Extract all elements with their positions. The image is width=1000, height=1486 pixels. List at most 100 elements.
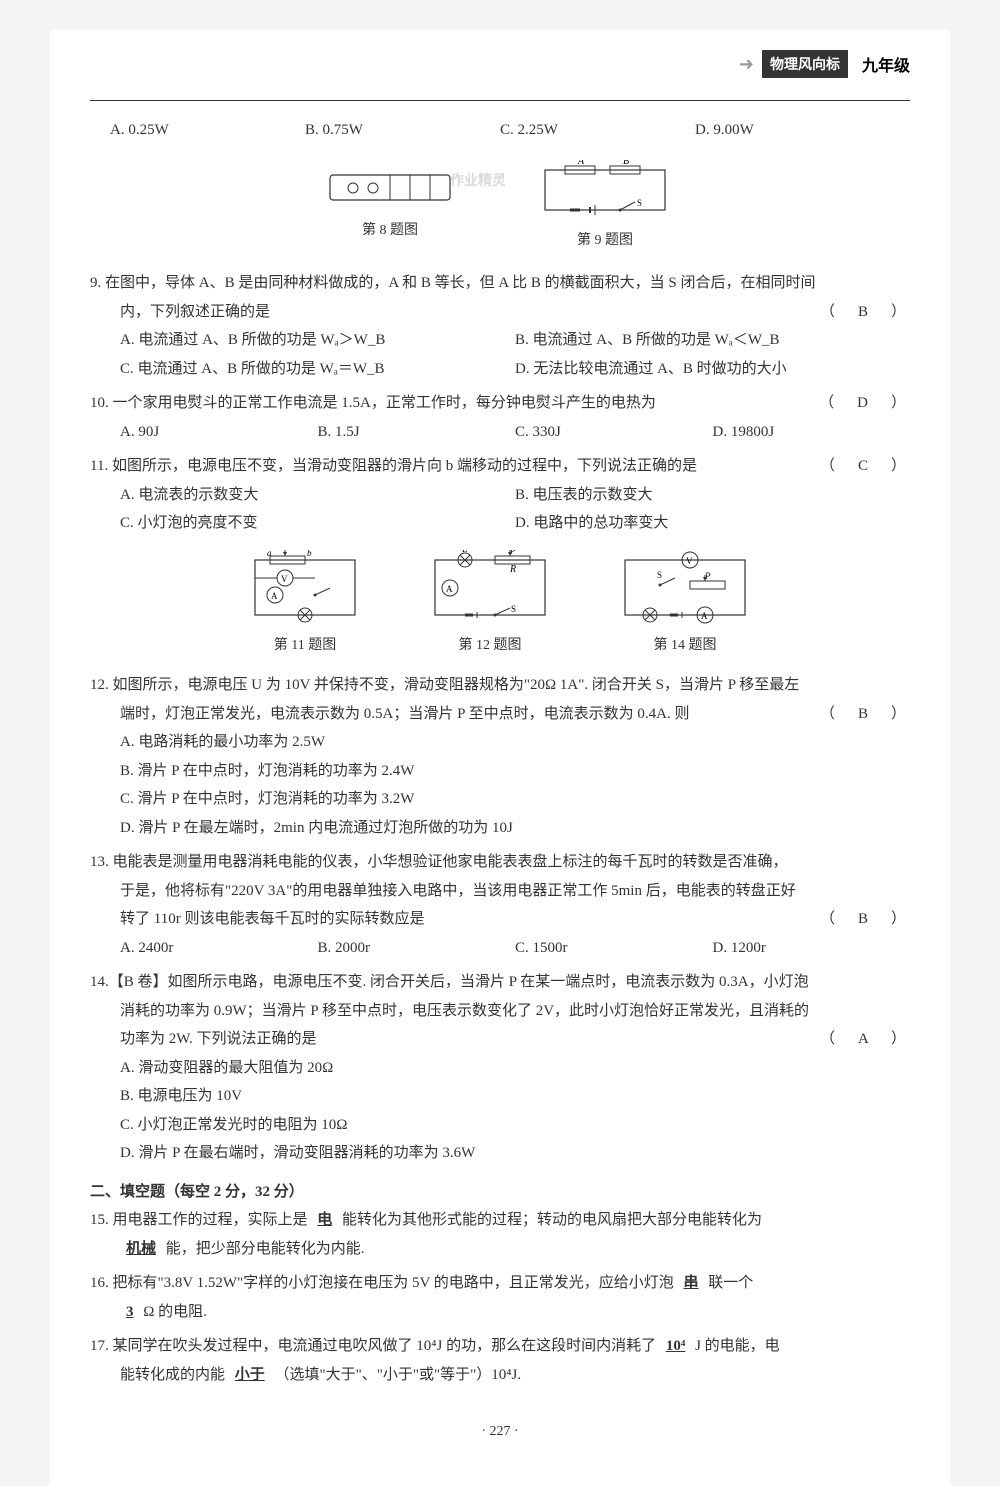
question-9: 9. 在图中，导体 A、B 是由同种材料做成的，A 和 B 等长，但 A 比 B… [90,269,910,383]
svg-text:b: b [307,550,312,558]
q11-text: 11. 如图所示，电源电压不变，当滑动变阻器的滑片向 b 端移动的过程中，下列说… [90,452,910,481]
q13-answer-letter: B [858,911,872,927]
figures-top-row: 第 8 题图 A B S 第 9 题图 [90,160,910,255]
svg-text:S: S [511,604,516,614]
svg-text:A: A [577,160,585,167]
q10-answer-letter: D [857,395,872,411]
q14-answer-letter: A [858,1031,872,1047]
page-container: ➜ 物理风向标 九年级 作业精灵 A. 0.25W B. 0.75W C. 2.… [50,30,950,1486]
svg-text:S: S [637,198,642,208]
q9-text2: 内，下列叙述正确的是 [120,304,270,320]
q9-answer-letter: B [858,304,872,320]
q13-text3: 转了 110r 则该电能表每千瓦时的实际转数应是 [120,911,424,927]
figure-9-svg: A B S [535,160,675,220]
q15-end: 能，把少部分电能转化为内能. [166,1241,365,1257]
q17-line2-pre: 能转化成的内能 [120,1367,225,1383]
figure-9-caption: 第 9 题图 [535,228,675,255]
q16-end: Ω 的电阻. [143,1304,207,1320]
figure-11: a b V A 第 11 题图 [245,550,365,660]
q10-answer: （ D ） [849,389,910,418]
q16-blank2: 3 [120,1304,140,1320]
question-13: 13. 电能表是测量用电器消耗电能的仪表，小华想验证他家电能表表盘上标注的每千瓦… [90,848,910,962]
q12-line1: 12. 如图所示，电源电压 U 为 10V 并保持不变，滑动变阻器规格为"20Ω… [90,671,910,700]
svg-text:V: V [686,556,693,566]
svg-text:R: R [509,564,516,575]
arrow-icon: ➜ [739,54,754,75]
q17-text: 17. 某同学在吹头发过程中，电流通过电吹风做了 10⁴J 的功，那么在这段时间… [90,1332,910,1361]
figure-14-svg: V S P A [615,550,755,625]
svg-text:L: L [462,550,468,554]
question-10: 10. 一个家用电熨斗的正常工作电流是 1.5A，正常工作时，每分钟电熨斗产生的… [90,389,910,446]
grade-label: 九年级 [862,52,910,76]
q15-text: 15. 用电器工作的过程，实际上是 电 能转化为其他形式能的过程；转动的电风扇把… [90,1206,910,1235]
question-16: 16. 把标有"3.8V 1.52W"字样的小灯泡接在电压为 5V 的电路中，且… [90,1269,910,1326]
q13-opt-d: D. 1200r [713,934,911,963]
q11-opt-d: D. 电路中的总功率变大 [515,509,910,538]
q17-pre: 17. 某同学在吹头发过程中，电流通过电吹风做了 10⁴J 的功，那么在这段时间… [90,1338,656,1354]
q11-opt-a: A. 电流表的示数变大 [120,481,515,510]
q13-line1: 13. 电能表是测量用电器消耗电能的仪表，小华想验证他家电能表表盘上标注的每千瓦… [90,848,910,877]
svg-text:A: A [446,584,453,594]
q15-blank1: 电 [311,1212,338,1228]
q8-opt-d: D. 9.00W [695,116,890,145]
q13-options: A. 2400r B. 2000r C. 1500r D. 1200r [90,934,910,963]
q11-opt-b: B. 电压表的示数变大 [515,481,910,510]
q10-opt-c: C. 330J [515,418,713,447]
q15-line2: 机械 能，把少部分电能转化为内能. [90,1235,910,1264]
q13-answer: （ B ） [820,905,910,934]
question-15: 15. 用电器工作的过程，实际上是 电 能转化为其他形式能的过程；转动的电风扇把… [90,1206,910,1263]
figure-14: V S P A 第 14 题图 [615,550,755,660]
q14-opt-a: A. 滑动变阻器的最大阻值为 20Ω [90,1054,910,1083]
q13-line3: 转了 110r 则该电能表每千瓦时的实际转数应是 （ B ） [90,905,910,934]
q16-line2: 3 Ω 的电阻. [90,1298,910,1327]
q9-opt-c: C. 电流通过 A、B 所做的功是 Wₐ＝W_B [120,355,515,384]
figure-8: 第 8 题图 [325,160,455,255]
figure-11-caption: 第 11 题图 [245,633,365,660]
q16-mid: 联一个 [708,1275,753,1291]
q12-opt-c: C. 滑片 P 在中点时，灯泡消耗的功率为 3.2W [90,785,910,814]
q12-opt-a: A. 电路消耗的最小功率为 2.5W [90,728,910,757]
q10-text: 10. 一个家用电熨斗的正常工作电流是 1.5A，正常工作时，每分钟电熨斗产生的… [90,389,910,418]
q12-answer: （ B ） [820,700,910,729]
q10-opt-d: D. 19800J [713,418,911,447]
q17-blank2: 小于 [229,1367,271,1383]
svg-text:A: A [701,611,708,621]
q12-answer-letter: B [858,706,872,722]
q14-opt-d: D. 滑片 P 在最右端时，滑动变阻器消耗的功率为 3.6W [90,1139,910,1168]
q9-options-row2: C. 电流通过 A、B 所做的功是 Wₐ＝W_B D. 无法比较电流通过 A、B… [90,355,910,384]
figure-8-caption: 第 8 题图 [325,218,455,245]
q11-options-row1: A. 电流表的示数变大 B. 电压表的示数变大 [90,481,910,510]
q17-blank1: 10⁴ [660,1338,692,1354]
q15-pre: 15. 用电器工作的过程，实际上是 [90,1212,308,1228]
q14-line3: 功率为 2W. 下列说法正确的是 （ A ） [90,1025,910,1054]
q16-blank1: 串 [678,1275,705,1291]
q12-text2: 端时，灯泡正常发光，电流表示数为 0.5A；当滑片 P 至中点时，电流表示数为 … [120,706,689,722]
q10-options: A. 90J B. 1.5J C. 330J D. 19800J [90,418,910,447]
q11-text-span: 11. 如图所示，电源电压不变，当滑动变阻器的滑片向 b 端移动的过程中，下列说… [90,458,697,474]
q14-opt-b: B. 电源电压为 10V [90,1082,910,1111]
q10-opt-b: B. 1.5J [318,418,516,447]
q9-opt-a: A. 电流通过 A、B 所做的功是 Wₐ＞W_B [120,326,515,355]
question-12: 12. 如图所示，电源电压 U 为 10V 并保持不变，滑动变阻器规格为"20Ω… [90,671,910,842]
q8-options: A. 0.25W B. 0.75W C. 2.25W D. 9.00W [90,116,910,145]
q9-opt-d: D. 无法比较电流通过 A、B 时做功的大小 [515,355,910,384]
q13-opt-a: A. 2400r [120,934,318,963]
q10-opt-a: A. 90J [120,418,318,447]
q9-line1: 9. 在图中，导体 A、B 是由同种材料做成的，A 和 B 等长，但 A 比 B… [90,269,910,298]
figure-12: L P R A S 第 12 题图 [425,550,555,660]
q11-answer: （ C ） [850,452,910,481]
q15-blank2: 机械 [120,1241,162,1257]
q11-answer-letter: C [858,458,872,474]
q9-answer: （ B ） [820,298,910,327]
q12-opt-d: D. 滑片 P 在最左端时，2min 内电流通过灯泡所做的功为 10J [90,814,910,843]
q14-line2: 消耗的功率为 0.9W；当滑片 P 移至中点时，电压表示数变化了 2V，此时小灯… [90,997,910,1026]
figure-8-svg [325,160,455,210]
question-17: 17. 某同学在吹头发过程中，电流通过电吹风做了 10⁴J 的功，那么在这段时间… [90,1332,910,1389]
svg-text:a: a [267,550,272,558]
q8-opt-b: B. 0.75W [305,116,500,145]
q17-end: （选填"大于"、"小于"或"等于"）10⁴J. [275,1367,522,1383]
q14-answer: （ A ） [820,1025,910,1054]
figure-9: A B S 第 9 题图 [535,160,675,255]
q10-text-span: 10. 一个家用电熨斗的正常工作电流是 1.5A，正常工作时，每分钟电熨斗产生的… [90,395,656,411]
divider [90,100,910,101]
